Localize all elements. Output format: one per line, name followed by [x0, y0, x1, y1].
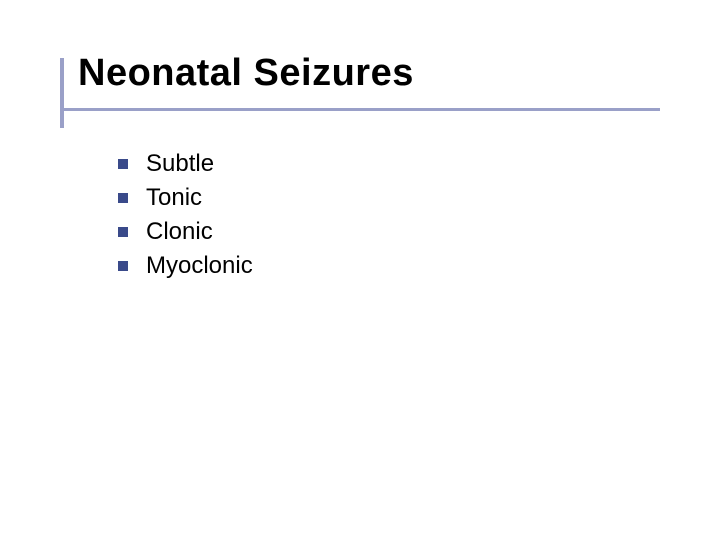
bullet-text: Tonic [146, 184, 202, 212]
slide: Neonatal Seizures Subtle Tonic Clonic My… [0, 0, 720, 540]
slide-title: Neonatal Seizures [78, 52, 414, 95]
square-bullet-icon [118, 193, 128, 203]
bullet-text: Clonic [146, 218, 213, 246]
list-item: Subtle [118, 150, 253, 178]
square-bullet-icon [118, 227, 128, 237]
square-bullet-icon [118, 261, 128, 271]
title-accent-vertical [60, 58, 64, 128]
title-underline [60, 108, 660, 111]
square-bullet-icon [118, 159, 128, 169]
bullet-text: Subtle [146, 150, 214, 178]
bullet-text: Myoclonic [146, 252, 253, 280]
bullet-list: Subtle Tonic Clonic Myoclonic [118, 150, 253, 286]
list-item: Tonic [118, 184, 253, 212]
list-item: Clonic [118, 218, 253, 246]
list-item: Myoclonic [118, 252, 253, 280]
